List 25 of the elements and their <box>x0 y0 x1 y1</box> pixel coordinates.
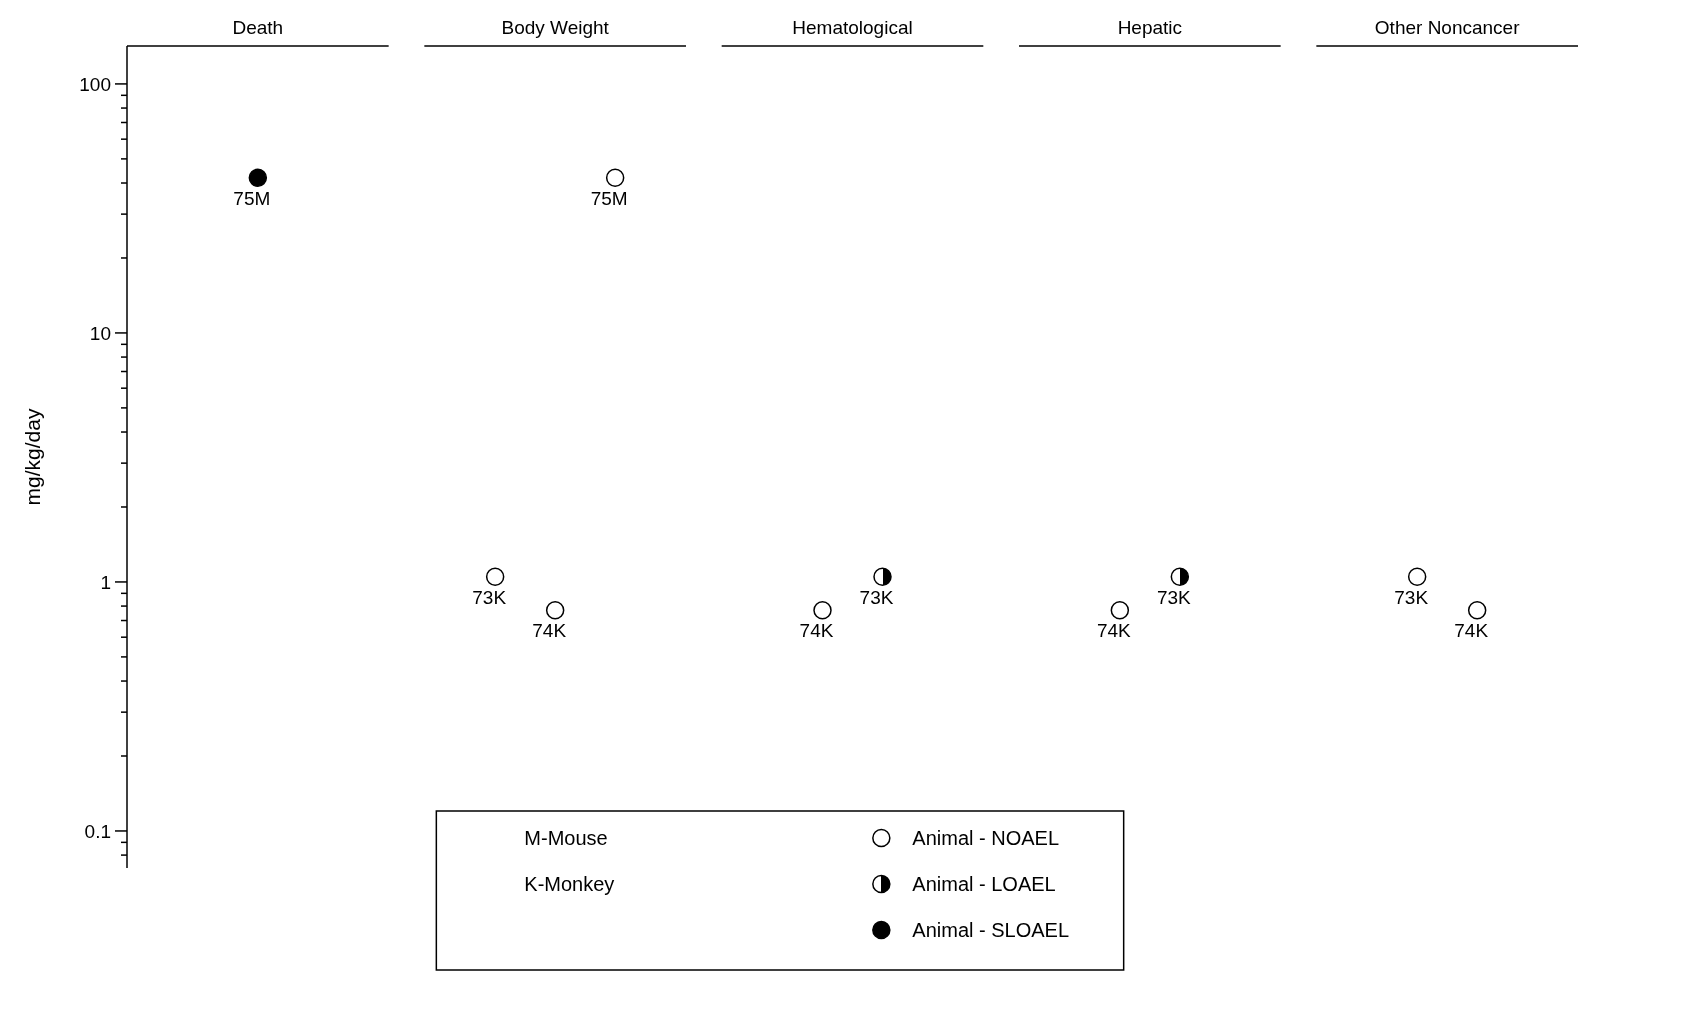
x-tick-label: Hepatic <box>1117 17 1183 38</box>
y-tick-label: 0.1 <box>84 820 111 842</box>
annotation: 73K <box>1394 586 1429 608</box>
x-tick-label: Death <box>232 17 284 38</box>
legend-label: Animal - SLOAEL <box>912 919 1070 941</box>
x-tick-label: Hematological <box>792 17 913 38</box>
annotation: 74K <box>799 620 834 642</box>
annotation: 75M <box>590 187 628 209</box>
y-tick-label: 1 <box>100 571 111 593</box>
x-tick-label: Body Weight <box>501 17 610 38</box>
y-tick-label: 100 <box>79 73 111 95</box>
annotation: 75M <box>233 187 271 209</box>
y-tick-label: 10 <box>89 322 111 344</box>
annotation: 73K <box>472 586 507 608</box>
annotation: 74K <box>532 620 567 642</box>
annotation: 73K <box>1156 586 1192 608</box>
annotation: 74K <box>1096 620 1132 642</box>
text: K-Monkey <box>524 873 615 895</box>
x-tick-label: Other Noncancer <box>1374 17 1521 38</box>
annotation: 73K <box>859 586 894 608</box>
legend-label: Animal - LOAEL <box>912 873 1056 895</box>
annotation: M-Mouse <box>524 827 608 849</box>
legend-label: Animal - NOAEL <box>912 827 1060 849</box>
annotation: 74K <box>1454 620 1489 642</box>
y-axis-title: mg/kg/day <box>21 408 44 506</box>
